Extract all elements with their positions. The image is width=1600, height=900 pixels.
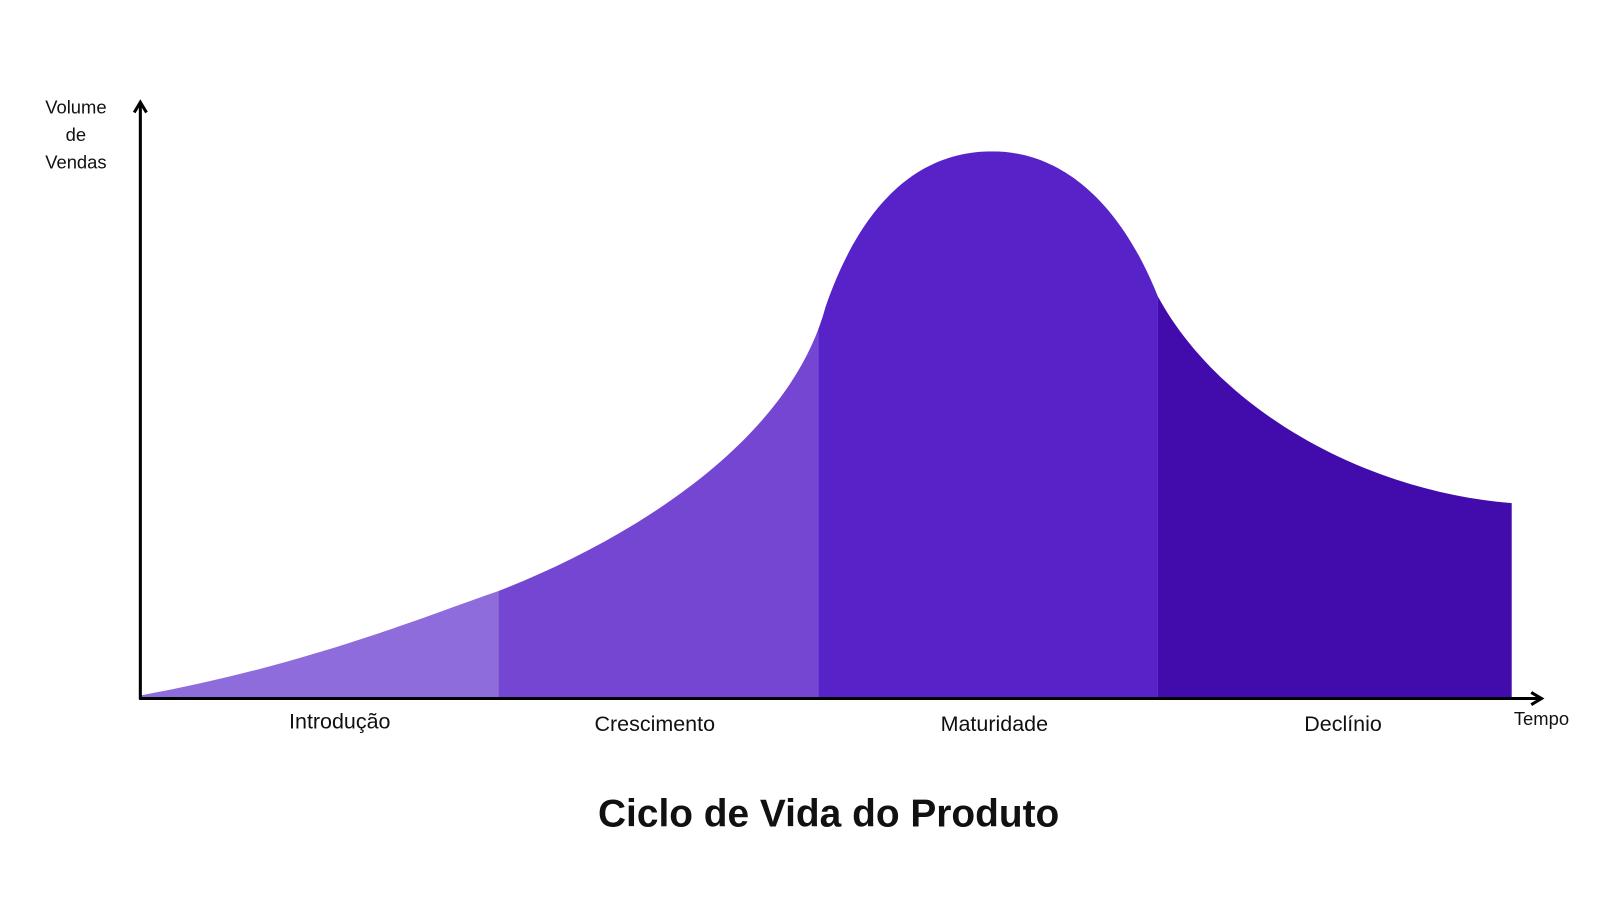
y-axis-arrow xyxy=(132,99,148,114)
stage-label: Declínio xyxy=(1304,712,1382,736)
life-cycle-curve xyxy=(140,151,1512,699)
stage-area xyxy=(498,151,819,699)
y-axis-label: Vendas xyxy=(45,151,106,172)
y-axis-label: de xyxy=(66,124,86,145)
axes xyxy=(132,99,1545,706)
stage-label: Crescimento xyxy=(595,712,716,736)
stage-area xyxy=(1157,151,1512,699)
title: Ciclo de Vida do Produto xyxy=(598,792,1059,835)
stage-label: Introdução xyxy=(289,710,391,734)
x-axis-arrow xyxy=(1530,691,1545,706)
stage-area xyxy=(140,151,499,699)
stage-area xyxy=(818,151,1158,699)
x-axis-label: Tempo xyxy=(1514,708,1569,729)
y-axis-label: Volume xyxy=(45,96,106,117)
stage-label: Maturidade xyxy=(941,712,1048,736)
